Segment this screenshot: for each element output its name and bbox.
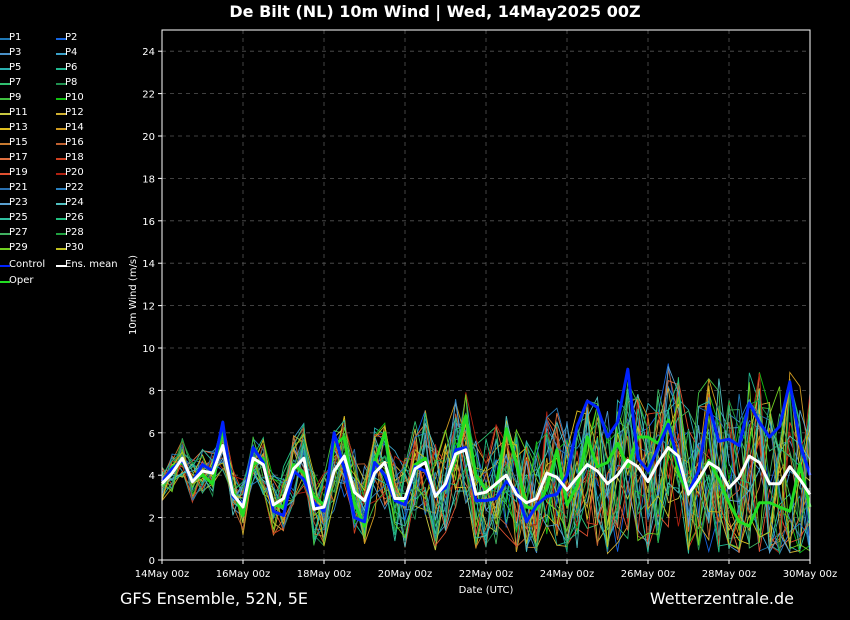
y-tick-label: 20 (142, 132, 155, 143)
y-tick-label: 18 (142, 174, 155, 185)
legend-label: P10 (65, 92, 84, 103)
legend-swatch (56, 203, 66, 205)
y-tick-label: 2 (149, 514, 155, 525)
legend-label: Ens. mean (65, 259, 118, 270)
legend-label: P28 (65, 227, 84, 238)
legend-label: P19 (9, 167, 28, 178)
legend-label: P14 (65, 122, 84, 133)
legend-swatch (0, 281, 10, 283)
y-tick-label: 14 (142, 259, 155, 270)
y-tick-label: 12 (142, 302, 155, 313)
legend-swatch (0, 218, 10, 220)
legend-label: P4 (65, 47, 78, 58)
y-tick-label: 6 (149, 429, 155, 440)
y-tick-label: 22 (142, 90, 155, 101)
legend-label: P6 (65, 62, 78, 73)
legend-swatch (56, 158, 66, 160)
series-line-p29 (161, 382, 811, 552)
legend-swatch (0, 265, 10, 267)
series-line-ens-mean (160, 444, 812, 511)
legend-label: P23 (9, 197, 28, 208)
legend-swatch (0, 128, 10, 130)
legend-label: P22 (65, 182, 84, 193)
legend-swatch (0, 143, 10, 145)
series-lines (160, 363, 812, 555)
model-info: GFS Ensemble, 52N, 5E (120, 589, 308, 608)
legend-swatch (56, 143, 66, 145)
legend-label: P29 (9, 242, 28, 253)
legend-swatch (0, 248, 10, 250)
series-line-p30 (161, 423, 811, 551)
legend-swatch (56, 113, 66, 115)
x-tick-label: 26May 00z (621, 569, 676, 580)
y-tick-label: 10 (142, 344, 155, 355)
legend-swatch (0, 53, 10, 55)
legend-label: P21 (9, 182, 28, 193)
legend-label: P5 (9, 62, 22, 73)
legend-swatch (56, 188, 66, 190)
legend-label: P7 (9, 77, 22, 88)
legend-swatch (56, 38, 66, 40)
legend-label: P2 (65, 32, 78, 43)
legend-swatch (56, 53, 66, 55)
legend-swatch (56, 98, 66, 100)
x-tick-label: 16May 00z (216, 569, 271, 580)
x-tick-label: 30May 00z (783, 569, 838, 580)
y-tick-label: 4 (149, 471, 155, 482)
legend-label: P30 (65, 242, 84, 253)
legend-label: Control (9, 259, 46, 270)
legend-label: P17 (9, 152, 28, 163)
legend-swatch (0, 173, 10, 175)
x-tick-label: 20May 00z (378, 569, 433, 580)
legend-swatch (0, 83, 10, 85)
legend-label: P11 (9, 107, 28, 118)
legend-swatch (0, 98, 10, 100)
x-tick-label: 24May 00z (540, 569, 595, 580)
y-axis-label: 10m Wind (m/s) (128, 255, 139, 335)
legend-label: P27 (9, 227, 28, 238)
legend-label: P16 (65, 137, 84, 148)
legend-label: P8 (65, 77, 78, 88)
legend-swatch (56, 218, 66, 220)
x-tick-label: 28May 00z (702, 569, 757, 580)
legend-swatch (56, 233, 66, 235)
x-tick-label: 14May 00z (135, 569, 190, 580)
legend-label: P25 (9, 212, 28, 223)
x-axis-label: Date (UTC) (459, 585, 514, 596)
legend-swatch (56, 128, 66, 130)
chart-title: De Bilt (NL) 10m Wind | Wed, 14May2025 0… (229, 2, 641, 21)
legend-swatch (56, 265, 66, 267)
legend-swatch (56, 68, 66, 70)
legend-label: P13 (9, 122, 28, 133)
x-tick-label: 22May 00z (459, 569, 514, 580)
legend-swatch (0, 158, 10, 160)
legend-swatch (0, 113, 10, 115)
legend-label: P24 (65, 197, 84, 208)
legend-label: P3 (9, 47, 22, 58)
x-tick-label: 18May 00z (297, 569, 352, 580)
y-tick-label: 16 (142, 217, 155, 228)
legend-swatch (56, 173, 66, 175)
legend-label: P15 (9, 137, 28, 148)
y-tick-label: 24 (142, 47, 155, 58)
legend-swatch (0, 68, 10, 70)
y-tick-label: 0 (149, 556, 155, 567)
y-tick-label: 8 (149, 386, 155, 397)
legend-swatch (56, 248, 66, 250)
legend-swatch (56, 83, 66, 85)
legend-label: P1 (9, 32, 22, 43)
legend-label: P26 (65, 212, 84, 223)
legend-label: P9 (9, 92, 22, 103)
legend-label: P18 (65, 152, 84, 163)
site-credit: Wetterzentrale.de (649, 589, 794, 608)
legend-swatch (0, 233, 10, 235)
legend-label: P12 (65, 107, 84, 118)
legend-swatch (0, 203, 10, 205)
legend-swatch (0, 188, 10, 190)
legend-label: Oper (9, 275, 34, 286)
legend-label: P20 (65, 167, 84, 178)
legend-swatch (0, 38, 10, 40)
